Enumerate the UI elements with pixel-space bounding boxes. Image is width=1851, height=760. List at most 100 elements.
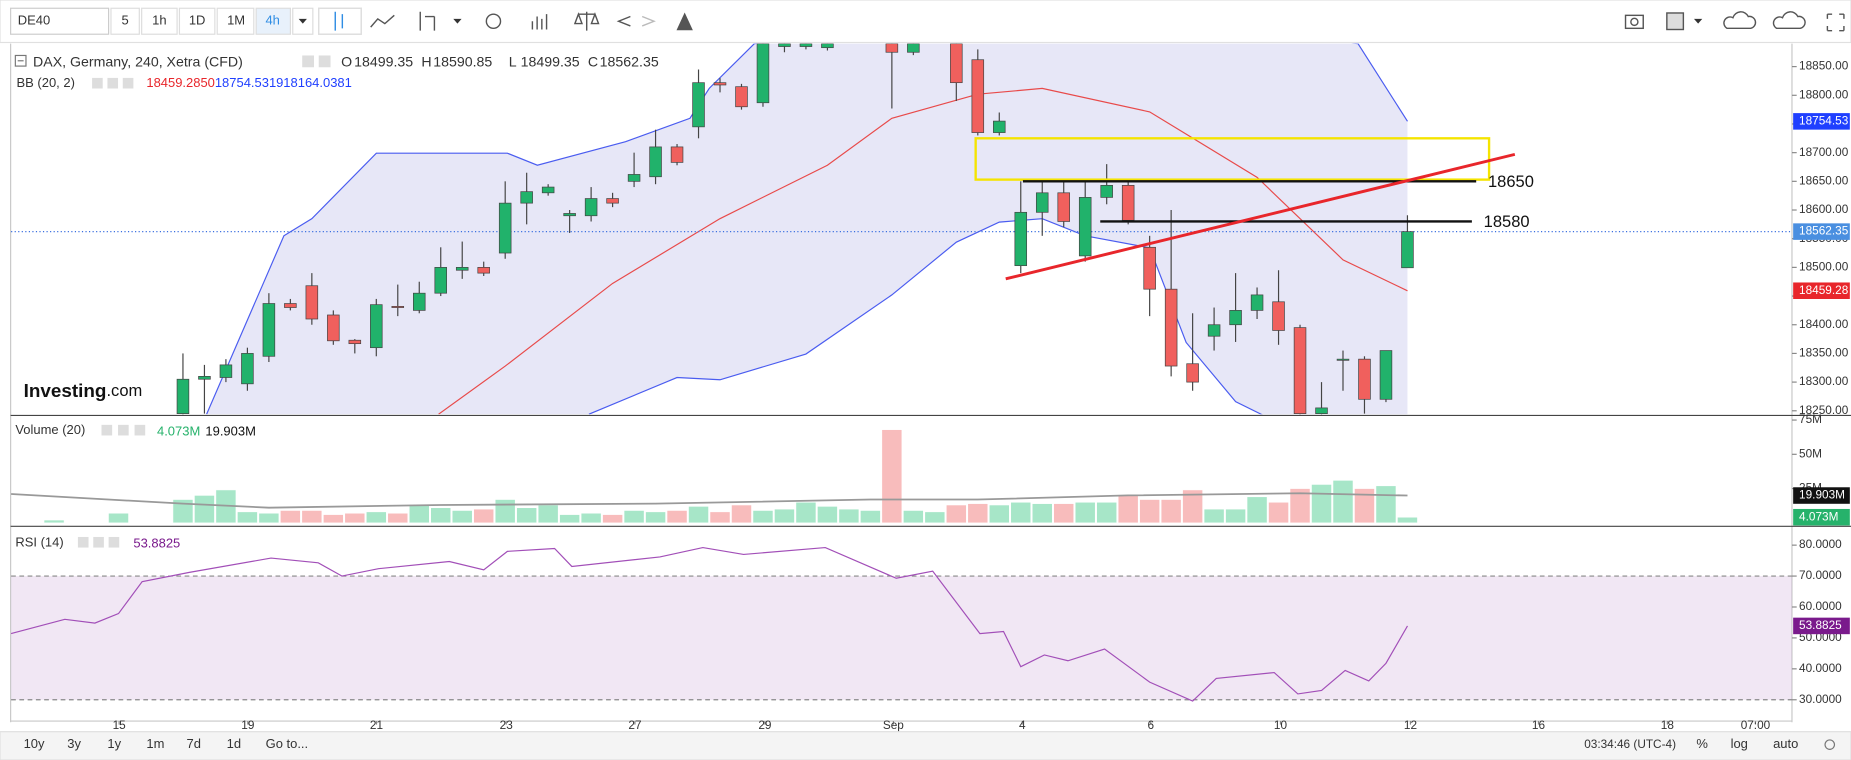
collapse-icon[interactable] — [14, 54, 27, 67]
y-tick-label: 18300.00 — [1799, 374, 1849, 388]
x-tick-label: 29 — [758, 718, 771, 732]
range-button[interactable]: 7d — [187, 736, 201, 751]
redo-icon[interactable] — [641, 15, 656, 27]
legend-icon[interactable] — [93, 536, 104, 548]
ohlc-key: O — [341, 54, 352, 70]
candle-body — [413, 292, 426, 311]
y-tick-label: 18350.00 — [1799, 346, 1849, 360]
axis-value-label: 18459.28 — [1799, 283, 1849, 297]
range-button[interactable]: 1m — [146, 736, 164, 751]
candle-body — [434, 267, 447, 294]
y-tick-label: 18850.00 — [1799, 59, 1849, 73]
legend-icon[interactable] — [77, 536, 89, 548]
option-button[interactable]: auto — [1773, 736, 1798, 751]
compare-icon[interactable] — [573, 11, 600, 31]
volume-bar — [988, 504, 1010, 523]
volume-bar — [731, 504, 752, 523]
volume-bar — [752, 510, 774, 523]
volume-bar — [537, 504, 559, 523]
y-tick-label: 18650.00 — [1799, 173, 1849, 187]
interval-button-active[interactable] — [255, 7, 291, 35]
candle-body — [1207, 324, 1221, 337]
volume-bar — [1096, 501, 1118, 523]
settings-icon[interactable] — [1824, 739, 1836, 750]
chart-type-button[interactable] — [318, 7, 362, 35]
candle-body — [670, 146, 684, 163]
volume-bar — [817, 506, 838, 523]
fullscreen-icon[interactable] — [1826, 13, 1845, 32]
volume-bar — [323, 514, 344, 523]
legend-icon[interactable] — [107, 77, 119, 89]
legend-icon[interactable] — [108, 536, 120, 548]
symbol: DE40 — [18, 13, 50, 28]
interval-buttons: 5 1h 1D 1M 4h — [110, 7, 314, 35]
symbol-input[interactable] — [10, 7, 110, 35]
range-button[interactable]: 1d — [227, 736, 241, 751]
studies-icon[interactable] — [531, 14, 548, 30]
cloud-save-icon[interactable] — [1772, 11, 1806, 30]
ohlc-value: 18499.35 — [521, 54, 580, 70]
layout-icon[interactable] — [1666, 12, 1685, 31]
interval-button[interactable] — [178, 7, 216, 35]
interval: 1D — [189, 13, 206, 28]
settings-icon[interactable] — [485, 13, 502, 30]
interval-button[interactable] — [110, 7, 140, 35]
legend-icon[interactable] — [318, 55, 331, 68]
legend-icon[interactable] — [92, 77, 103, 89]
axis-value-box — [1793, 487, 1850, 504]
y-tick-label: 30.0000 — [1799, 692, 1842, 706]
range-button[interactable]: 1y — [107, 736, 121, 751]
volume-bar — [1160, 499, 1182, 523]
interval-button[interactable] — [216, 7, 255, 35]
candle-body — [1143, 246, 1156, 290]
volume-bar — [237, 511, 258, 523]
level-label: 18580 — [1484, 212, 1530, 231]
axis-value-box — [1793, 113, 1850, 130]
volume-bar — [1397, 516, 1418, 523]
snapshot-icon[interactable] — [1624, 14, 1644, 30]
range-button[interactable]: 10y — [24, 736, 45, 751]
candle-body — [1293, 327, 1307, 415]
candle-body — [348, 339, 362, 345]
candle-body — [262, 303, 276, 357]
axis-value-label: 4.073M — [1799, 509, 1838, 523]
legend-icon[interactable] — [101, 424, 113, 436]
candle-body — [1164, 288, 1178, 367]
volume-bar — [1375, 485, 1397, 523]
x-tick-label: 27 — [628, 718, 641, 732]
undo-icon[interactable] — [616, 15, 631, 27]
volume-bar — [1332, 480, 1354, 523]
candle-body — [477, 267, 490, 274]
volume-bar — [838, 508, 860, 523]
legend-icon[interactable] — [134, 424, 146, 436]
interval-button[interactable] — [141, 7, 178, 35]
candle-body — [713, 82, 727, 86]
candle-body — [885, 43, 899, 53]
option-button[interactable]: log — [1731, 736, 1748, 751]
goto-button[interactable]: Go to... — [266, 736, 309, 751]
x-tick-label: 15 — [113, 718, 127, 732]
candle-body — [1014, 211, 1028, 267]
axis-value-box — [1793, 282, 1850, 299]
legend-icon[interactable] — [118, 424, 129, 436]
candle-body — [627, 174, 641, 182]
alert-icon[interactable] — [676, 12, 693, 31]
volume-bar — [1246, 496, 1268, 523]
legend-icon[interactable] — [122, 77, 134, 89]
cloud-load-icon[interactable] — [1723, 11, 1757, 30]
candle-body — [370, 304, 383, 349]
legend-icon[interactable] — [302, 55, 315, 68]
volume-bar — [1268, 501, 1289, 523]
candle-body — [1336, 358, 1350, 361]
option-button[interactable]: % — [1696, 736, 1708, 751]
ohlc-key: C — [588, 54, 598, 70]
dropdown-arrow — [1693, 18, 1703, 24]
range-button[interactable]: 3y — [67, 736, 81, 751]
candle-body — [1229, 310, 1242, 326]
interval: 1M — [227, 13, 245, 28]
candle-body — [1315, 407, 1328, 415]
x-tick-label: Sep — [883, 718, 904, 732]
indicator-value: 53.8825 — [133, 535, 180, 550]
